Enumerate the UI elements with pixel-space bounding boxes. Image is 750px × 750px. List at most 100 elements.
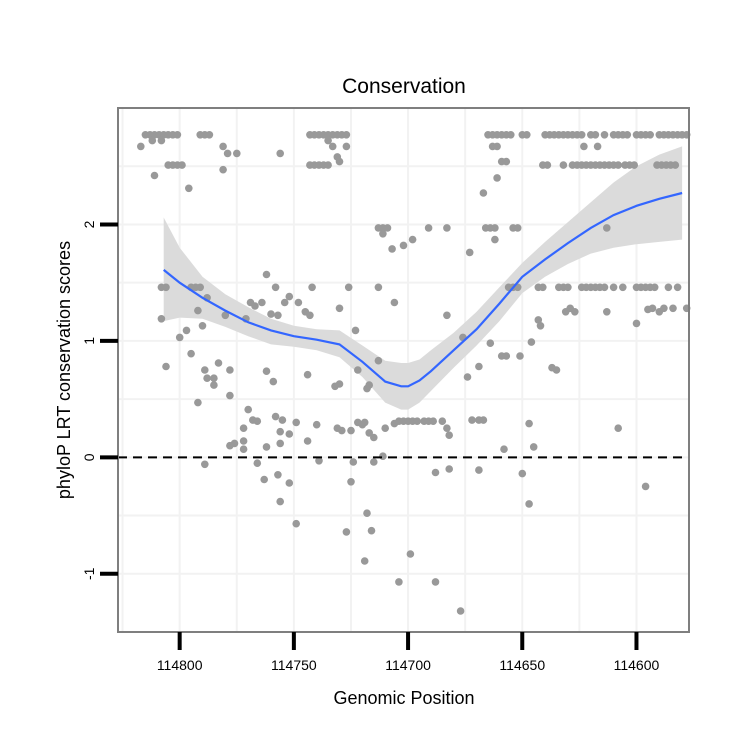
data-point <box>303 370 312 379</box>
data-point <box>600 131 609 139</box>
data-point <box>623 131 632 139</box>
data-point <box>438 417 447 426</box>
data-point <box>413 417 422 426</box>
data-point <box>162 362 170 371</box>
data-point <box>363 509 371 517</box>
data-point <box>342 528 351 536</box>
data-point <box>285 479 294 487</box>
data-point <box>630 161 638 169</box>
data-point <box>491 224 499 232</box>
x-tick-label: 114600 <box>614 657 660 673</box>
chart-title: Conservation <box>342 75 466 98</box>
data-point <box>342 142 351 151</box>
data-point <box>251 302 259 310</box>
data-point <box>274 311 282 320</box>
data-point <box>274 471 282 479</box>
data-point <box>278 416 287 424</box>
data-point <box>374 356 383 365</box>
data-point <box>502 157 511 166</box>
data-point <box>390 298 399 307</box>
data-point <box>324 161 332 169</box>
y-axis-label: phyloP LRT conservation scores <box>54 241 74 499</box>
data-point <box>344 283 353 292</box>
data-point <box>593 142 602 151</box>
data-point <box>648 304 657 313</box>
data-point <box>646 131 654 139</box>
data-point <box>365 429 374 437</box>
data-point <box>262 270 271 279</box>
data-point <box>614 424 622 433</box>
data-point <box>210 381 218 389</box>
data-point <box>500 445 508 454</box>
y-tick-label: 2 <box>81 220 97 228</box>
data-point <box>502 352 511 360</box>
data-point <box>507 131 515 139</box>
data-point <box>367 526 376 535</box>
data-point <box>536 322 545 330</box>
data-point <box>148 136 157 145</box>
data-point <box>456 607 465 615</box>
data-point <box>194 398 202 407</box>
data-point <box>219 165 227 174</box>
data-point <box>614 161 622 169</box>
data-point <box>262 443 271 451</box>
data-point <box>267 310 275 318</box>
plot-frame <box>117 107 690 633</box>
data-point <box>609 283 618 292</box>
data-point <box>331 382 339 391</box>
data-point <box>214 359 223 367</box>
data-point <box>294 298 303 307</box>
data-point <box>591 131 600 139</box>
data-point <box>475 466 483 474</box>
data-point <box>399 241 408 250</box>
data-point <box>408 235 417 244</box>
data-point <box>673 283 682 292</box>
data-point <box>360 557 369 565</box>
data-point <box>619 283 627 292</box>
data-point <box>157 315 166 323</box>
data-point <box>429 417 438 426</box>
data-point <box>292 418 301 427</box>
data-point <box>358 420 367 429</box>
data-point <box>292 519 301 528</box>
data-point <box>445 431 454 440</box>
data-point <box>285 430 294 438</box>
data-point <box>233 149 241 158</box>
y-tick-label: 0 <box>81 453 97 461</box>
data-point <box>210 374 218 383</box>
data-point <box>527 338 536 346</box>
data-point <box>539 283 547 292</box>
data-point <box>226 366 234 374</box>
data-point <box>354 366 362 374</box>
data-point <box>493 142 501 151</box>
data-point <box>239 424 248 433</box>
data-point <box>381 424 390 433</box>
data-point <box>198 322 207 330</box>
data-point <box>383 224 392 232</box>
data-point <box>465 248 474 257</box>
data-point <box>271 283 280 292</box>
data-point <box>603 308 611 316</box>
data-point <box>379 452 387 461</box>
data-point <box>150 171 159 180</box>
confidence-band-layer <box>163 146 683 410</box>
data-point <box>201 460 209 469</box>
x-tick-label: 114750 <box>271 657 317 673</box>
data-point <box>443 224 451 232</box>
data-point <box>280 298 289 307</box>
data-point <box>253 417 262 426</box>
data-point <box>395 578 403 586</box>
data-point <box>664 283 673 292</box>
data-point <box>157 136 166 145</box>
data-point <box>406 550 415 558</box>
data-point <box>603 224 611 232</box>
data-point <box>443 311 451 320</box>
data-point <box>201 366 209 374</box>
data-point <box>221 311 230 320</box>
data-point <box>219 142 227 151</box>
data-point <box>269 377 278 386</box>
data-point <box>479 189 488 197</box>
x-axis: 114800 114750 114700 114650 114600 <box>157 632 660 673</box>
data-point <box>479 416 488 424</box>
